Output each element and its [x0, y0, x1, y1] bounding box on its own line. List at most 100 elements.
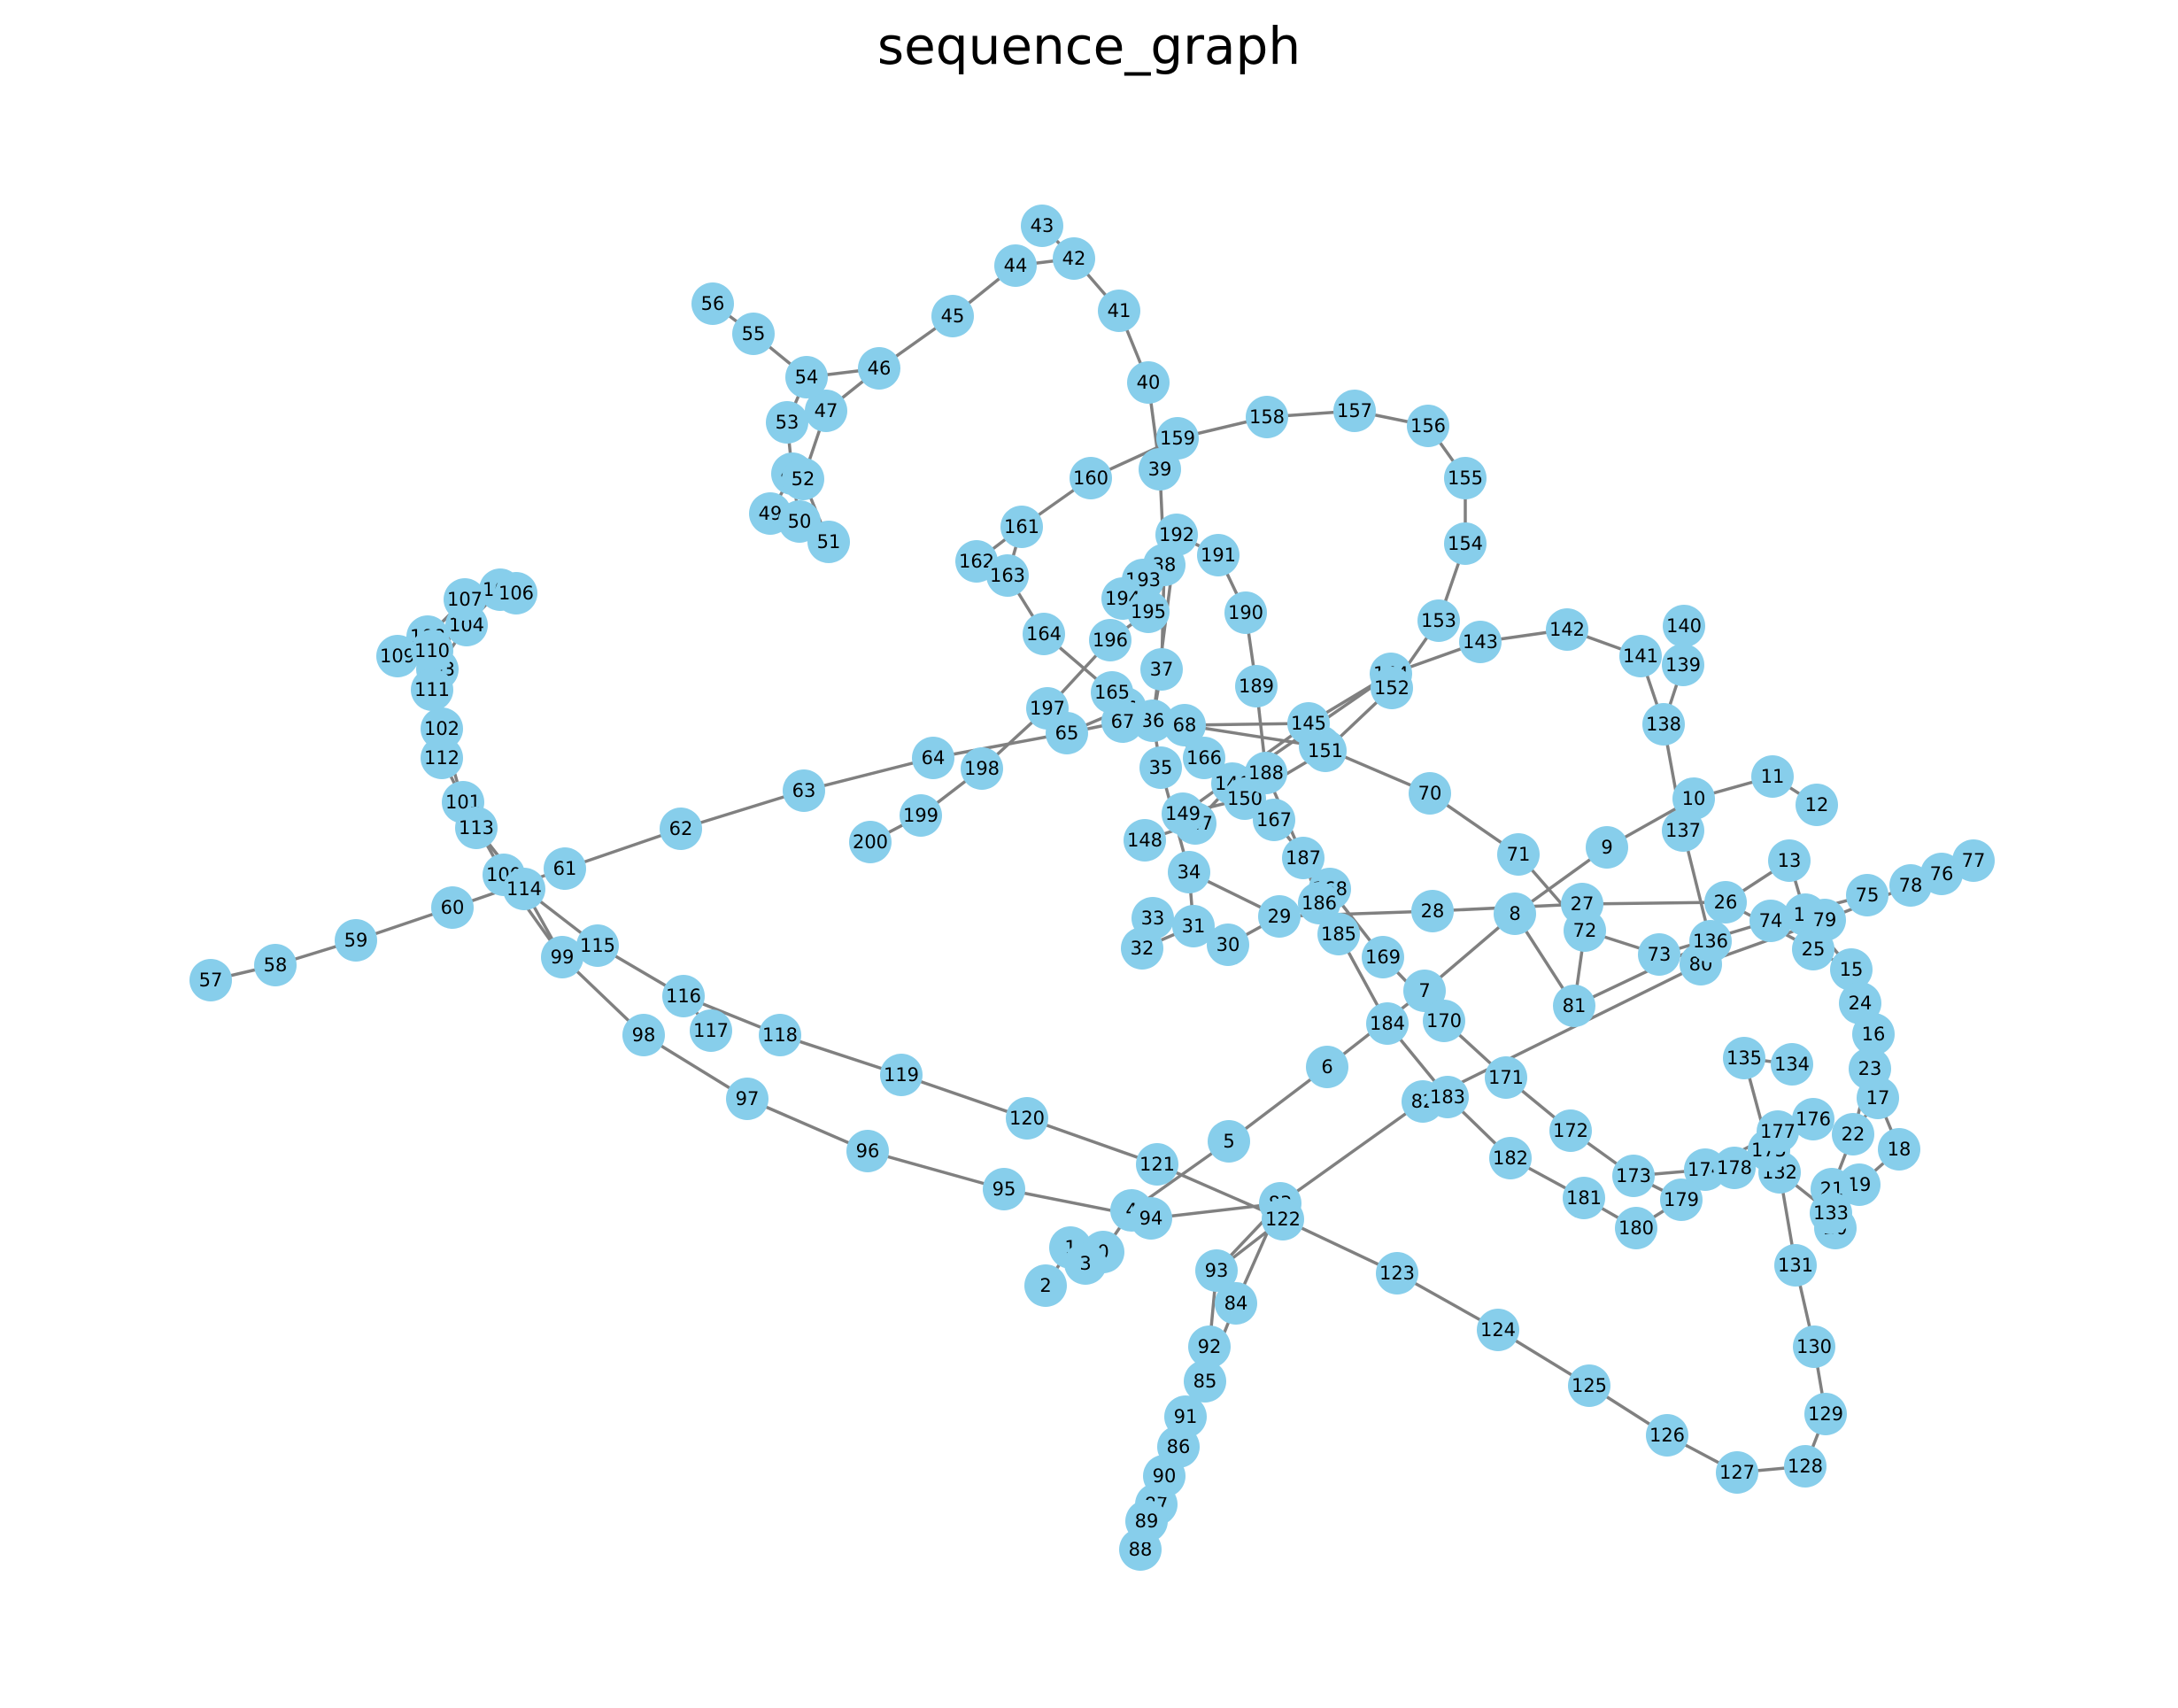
node-circle [931, 295, 974, 337]
node-circle [431, 886, 474, 929]
node-148: 148 [1124, 819, 1166, 862]
node-label: 34 [1178, 862, 1201, 883]
node-84: 84 [1215, 1282, 1257, 1325]
node-label: 139 [1665, 654, 1701, 676]
node-label: 160 [1073, 468, 1108, 489]
node-circle [1371, 667, 1413, 709]
node-label: 167 [1256, 809, 1292, 831]
node-label: 12 [1805, 794, 1829, 815]
node-117: 117 [690, 1009, 732, 1052]
node-label: 182 [1493, 1148, 1528, 1169]
node-label: 35 [1149, 757, 1173, 778]
node-59: 59 [335, 919, 377, 962]
node-135: 135 [1723, 1037, 1765, 1079]
node-164: 164 [1023, 613, 1065, 655]
node-label: 43 [1031, 215, 1054, 236]
node-112: 112 [421, 737, 463, 779]
node-circle [1188, 1325, 1231, 1368]
node-label: 198 [964, 758, 1000, 779]
node-196: 196 [1089, 619, 1131, 661]
node-circle [1362, 936, 1404, 978]
node-142: 142 [1546, 608, 1588, 651]
node-circle [994, 244, 1037, 287]
node-label: 186 [1301, 893, 1337, 914]
node-9: 9 [1586, 826, 1628, 869]
node-label: 140 [1666, 615, 1702, 637]
node-152: 152 [1371, 667, 1413, 709]
node-circle [1098, 290, 1140, 332]
node-71: 71 [1497, 833, 1540, 876]
node-circle [1253, 799, 1295, 841]
node-circle [1143, 1455, 1186, 1497]
node-106: 106 [495, 572, 537, 614]
node-label: 37 [1150, 659, 1174, 680]
node-107: 107 [444, 578, 486, 621]
node-192: 192 [1155, 514, 1198, 556]
node-140: 140 [1663, 605, 1705, 647]
node-circle [1053, 237, 1095, 280]
node-label: 84 [1224, 1293, 1248, 1314]
node-label: 46 [868, 358, 892, 379]
node-circle [660, 808, 702, 850]
node-64: 64 [912, 737, 954, 779]
node-label: 29 [1268, 906, 1292, 927]
edge-120-121 [1026, 1117, 1158, 1166]
node-circle [1124, 819, 1166, 862]
node-label: 187 [1286, 847, 1321, 869]
node-179: 179 [1660, 1179, 1703, 1221]
node-label: 78 [1899, 875, 1923, 896]
node-label: 17 [1866, 1087, 1890, 1109]
node-circle [732, 313, 775, 355]
node-circle [421, 737, 463, 779]
node-37: 37 [1140, 648, 1183, 691]
node-label: 88 [1129, 1539, 1153, 1560]
node-label: 74 [1759, 910, 1783, 931]
node-label: 170 [1426, 1010, 1462, 1032]
node-label: 116 [666, 985, 701, 1007]
node-label: 11 [1761, 766, 1785, 787]
node-label: 171 [1488, 1067, 1524, 1088]
node-circle [1155, 514, 1198, 556]
node-label: 97 [736, 1088, 760, 1109]
node-circle [1796, 784, 1838, 826]
node-circle [1704, 881, 1747, 924]
node-187: 187 [1282, 837, 1325, 879]
node-circle [455, 807, 498, 849]
edge-68-69 [1184, 723, 1321, 748]
node-label: 93 [1205, 1260, 1229, 1281]
node-circle [1784, 1445, 1827, 1488]
node-circle [846, 1130, 889, 1172]
node-label: 142 [1549, 619, 1585, 640]
node-label: 30 [1216, 934, 1240, 955]
node-30: 30 [1207, 924, 1249, 966]
node-label: 197 [1030, 698, 1065, 719]
node-label: 95 [992, 1179, 1016, 1200]
edge-64-65 [932, 731, 1068, 760]
node-circle [1024, 1264, 1067, 1307]
node-circle [961, 747, 1003, 790]
node-121: 121 [1136, 1143, 1178, 1186]
node-53: 53 [766, 401, 808, 444]
node-circle [1282, 837, 1325, 879]
node-130: 130 [1793, 1325, 1835, 1368]
node-125: 125 [1568, 1364, 1610, 1407]
node-circle [1163, 704, 1206, 746]
node-78: 78 [1889, 864, 1932, 907]
node-200: 200 [849, 821, 892, 863]
node-label: 47 [815, 400, 838, 421]
node-label: 61 [553, 858, 577, 879]
node-52: 52 [782, 458, 824, 500]
node-circle [1172, 905, 1215, 947]
node-circle [1771, 1043, 1813, 1086]
node-127: 127 [1716, 1451, 1758, 1494]
node-circle [1497, 833, 1540, 876]
node-92: 92 [1188, 1325, 1231, 1368]
node-circle [444, 578, 486, 621]
node-circle [1224, 591, 1267, 634]
node-88: 88 [1119, 1528, 1162, 1571]
node-label: 75 [1856, 885, 1880, 906]
node-label: 149 [1165, 803, 1201, 824]
node-circle [1125, 1500, 1168, 1542]
node-label: 154 [1448, 533, 1483, 554]
node-label: 133 [1813, 1202, 1849, 1224]
